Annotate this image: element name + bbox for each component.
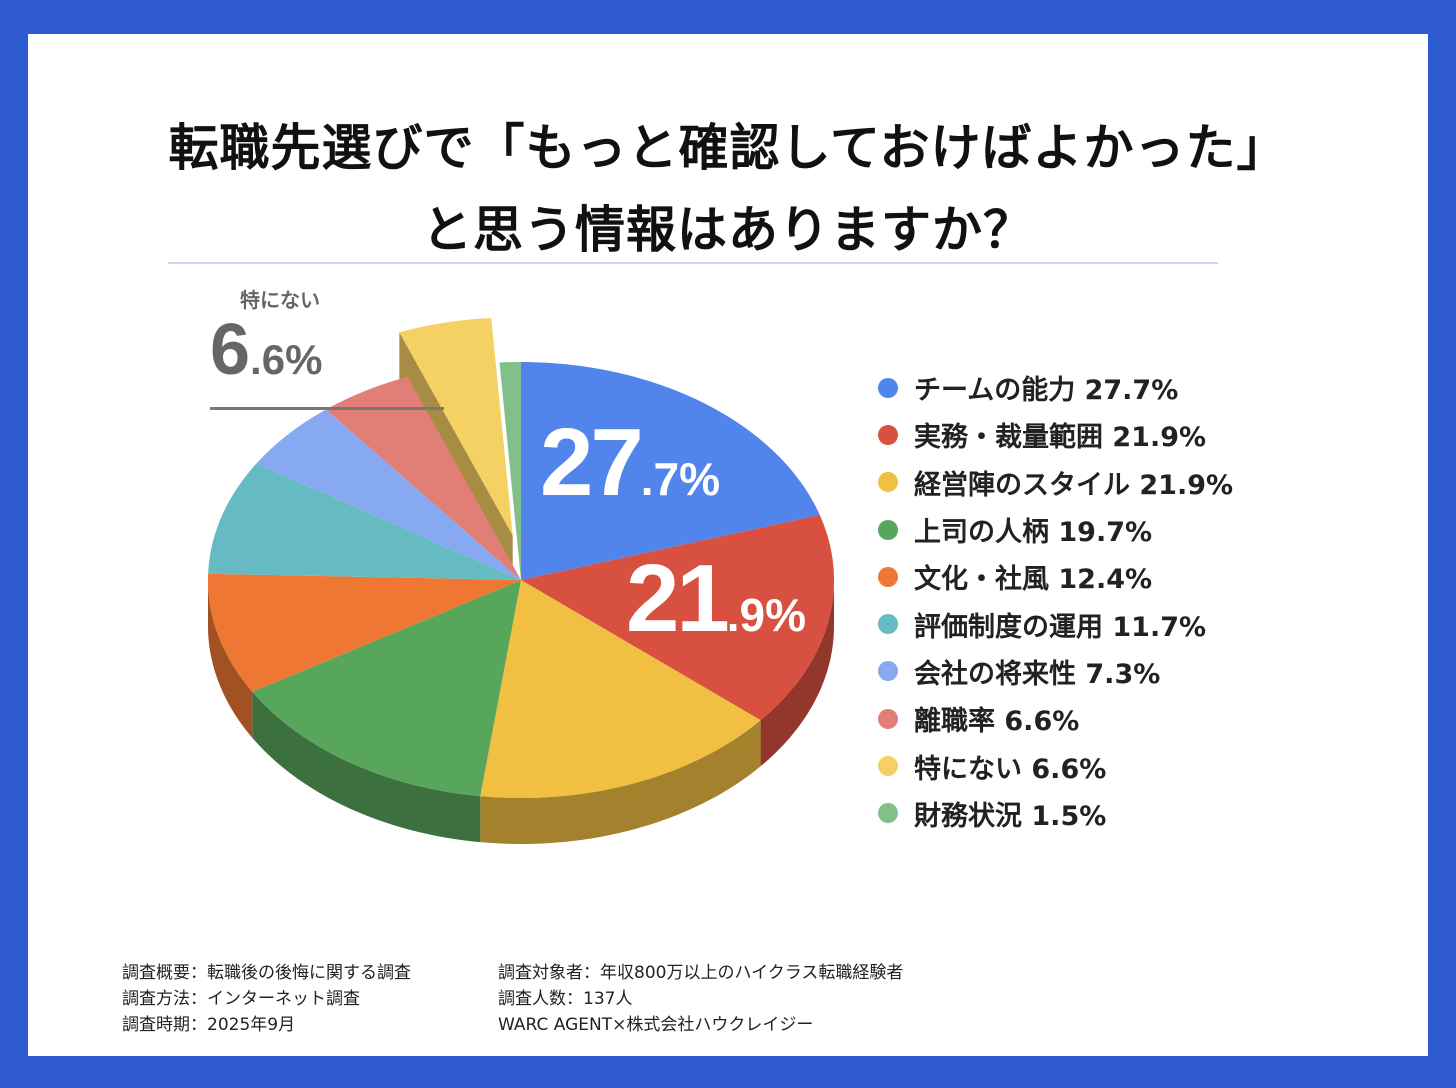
legend-swatch xyxy=(878,424,898,445)
legend-swatch xyxy=(878,566,898,587)
legend-label: 特にない 6.6% xyxy=(914,753,1107,785)
legend-item: 文化・社風 12.4% xyxy=(878,553,1233,600)
legend-label: 評価制度の運用 11.7% xyxy=(914,611,1207,643)
pie-slices xyxy=(208,318,834,798)
legend-swatch xyxy=(878,472,898,493)
pie-slice-6 xyxy=(256,409,521,580)
pie-slice-8 xyxy=(399,318,513,536)
footer-period: 調査時期：2025年9月 xyxy=(122,1015,296,1035)
legend-item: 特にない 6.6% xyxy=(878,742,1233,789)
legend-swatch xyxy=(878,756,898,777)
chart-title-line-1: 転職先選びで「もっと確認しておけばよかった」 xyxy=(168,119,1288,177)
pie-slice-5 xyxy=(208,463,521,580)
pie-side-4 xyxy=(208,580,253,738)
legend-label: チームの能力 27.7% xyxy=(914,375,1179,407)
footer-left: 調査概要：転職後の後悔に関する調査 調査方法：インターネット調査 調査時期：20… xyxy=(122,960,411,1038)
legend-label: 文化・社風 12.4% xyxy=(914,564,1153,596)
footer-count: 調査人数：137人 xyxy=(498,989,633,1009)
legend-label: 財務状況 1.5% xyxy=(914,800,1107,832)
legend-swatch xyxy=(878,661,898,682)
legend-item: 経営陣のスタイル 21.9% xyxy=(878,459,1233,506)
big-label-work: 21.9% xyxy=(626,545,807,652)
legend-swatch xyxy=(878,519,898,540)
footer-credit: WARC AGENT×株式会社ハウクレイジー xyxy=(498,1015,814,1035)
pie-side-2 xyxy=(480,720,761,844)
legend-label: 経営陣のスタイル 21.9% xyxy=(914,469,1234,501)
legend-swatch xyxy=(878,377,898,398)
pie-slice-3 xyxy=(252,580,521,797)
legend-item: 離職率 6.6% xyxy=(878,695,1233,742)
pie-side-3 xyxy=(252,691,481,843)
big-label-team: 27.7% xyxy=(540,409,721,516)
footer-overview: 調査概要：転職後の後悔に関する調査 xyxy=(122,963,411,983)
pie-slice-0 xyxy=(521,362,820,580)
legend-item: 評価制度の運用 11.7% xyxy=(878,600,1233,647)
pie-slice-7 xyxy=(325,376,521,580)
legend-label: 会社の将来性 7.3% xyxy=(914,658,1161,690)
title-divider xyxy=(168,262,1218,264)
footer-target: 調査対象者：年収800万以上のハイクラス転職経験者 xyxy=(498,963,904,983)
callout-none: 特にない 6.6% xyxy=(210,284,444,410)
chart-title-line-2: と思う情報はありますか？ xyxy=(422,201,1034,259)
pie-slice-4 xyxy=(208,573,522,692)
legend-swatch xyxy=(878,708,898,729)
legend-swatch xyxy=(878,614,898,635)
legend-label: 実務・裁量範囲 21.9% xyxy=(914,422,1207,454)
legend-item: 実務・裁量範囲 21.9% xyxy=(878,411,1233,458)
legend: チームの能力 27.7% 実務・裁量範囲 21.9% 経営陣のスタイル 21.9% 上… xyxy=(878,364,1233,837)
legend-item: チームの能力 27.7% xyxy=(878,364,1233,411)
footer-method: 調査方法：インターネット調査 xyxy=(122,989,360,1009)
pie-slice-1 xyxy=(521,514,834,721)
legend-item: 財務状況 1.5% xyxy=(878,790,1233,837)
pie-side-1 xyxy=(760,580,834,767)
legend-label: 上司の人柄 19.7% xyxy=(914,517,1153,549)
legend-swatch xyxy=(878,803,898,824)
pie-slice-2 xyxy=(480,580,761,798)
legend-label: 離職率 6.6% xyxy=(914,706,1080,738)
pie-slice-9 xyxy=(499,362,521,580)
legend-item: 会社の将来性 7.3% xyxy=(878,648,1233,695)
footer-right: 調査対象者：年収800万以上のハイクラス転職経験者 調査人数：137人 WARC… xyxy=(498,960,903,1038)
legend-item: 上司の人柄 19.7% xyxy=(878,506,1233,553)
